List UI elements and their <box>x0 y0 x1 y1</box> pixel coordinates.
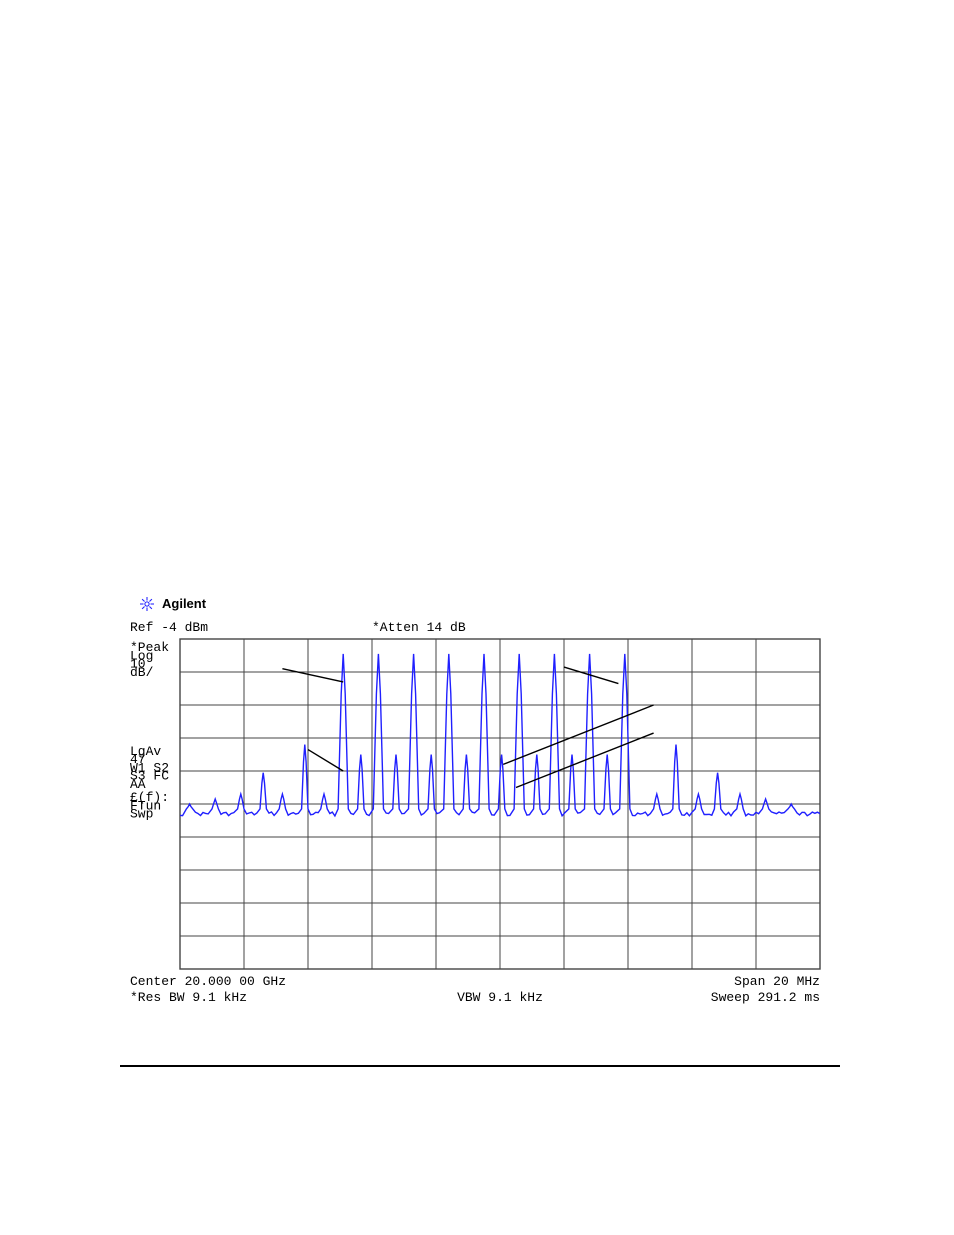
footer-rule <box>120 1065 840 1067</box>
spectrum-analyzer-figure: Agilent Ref -4 dBm*Atten 14 dB*PeakLog10… <box>130 596 840 1039</box>
center-label: Center 20.000 00 GHz <box>130 974 286 989</box>
left-label: Swp <box>130 807 153 822</box>
spectrum-analyzer-plot: Ref -4 dBm*Atten 14 dB*PeakLog10dB/LgAv4… <box>130 619 840 1039</box>
atten-label: *Atten 14 dB <box>372 620 466 635</box>
sweep-label: Sweep 291.2 ms <box>711 990 820 1005</box>
brand-row: Agilent <box>140 596 840 611</box>
vbw-label: VBW 9.1 kHz <box>457 990 543 1005</box>
left-label: dB/ <box>130 665 154 680</box>
ref-label: Ref -4 dBm <box>130 620 208 635</box>
resbw-label: *Res BW 9.1 kHz <box>130 990 247 1005</box>
span-label: Span 20 MHz <box>734 974 820 989</box>
agilent-icon <box>140 597 154 611</box>
brand-label: Agilent <box>162 596 206 611</box>
